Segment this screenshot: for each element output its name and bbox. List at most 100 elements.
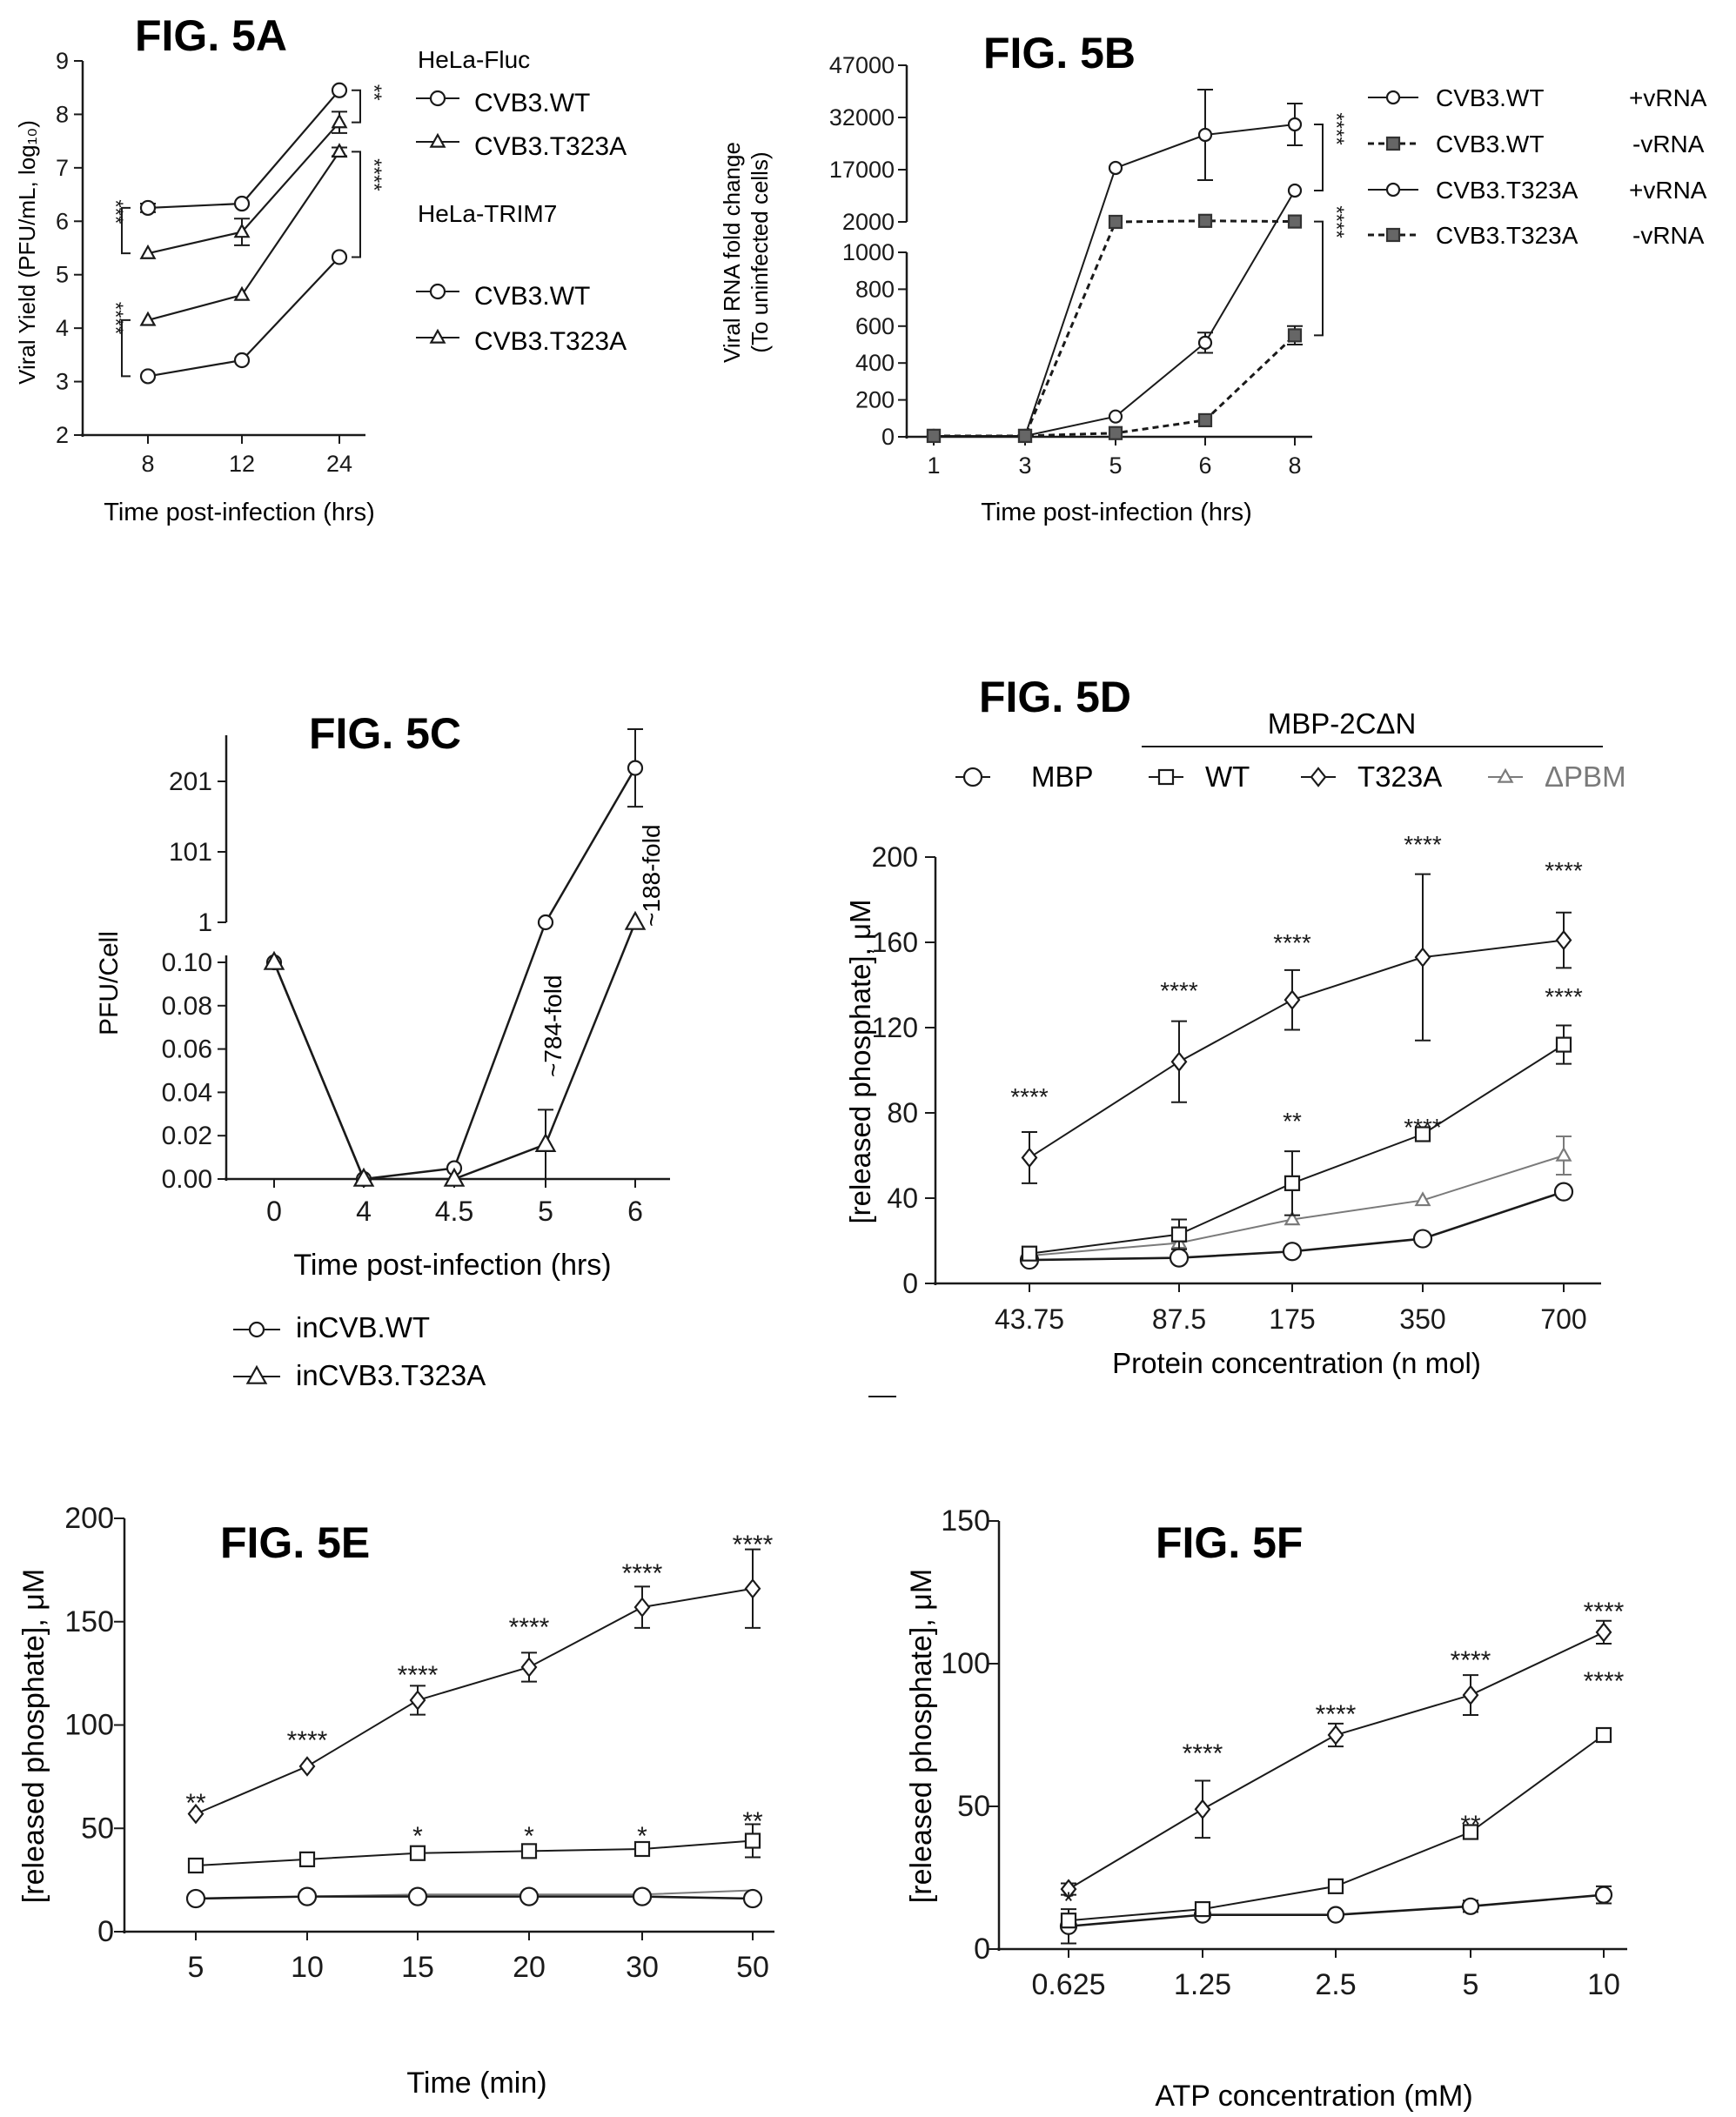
fig-5f-ylabel: [released phosphate], μM [905,1569,938,1903]
fig-5a-xlabel: Time post-infection (hrs) [104,499,375,526]
fig-5a-legend-label-fluc-wt: CVB3.WT [474,89,590,117]
fig-5f-point-0-3 [1461,1897,1480,1915]
fig-5f-xtick-label-2: 2.5 [1315,1968,1356,2001]
fig-5a-legend-group-trim7: HeLa-TRIM7 [418,200,557,227]
fig-5b-ytick-lo-label-2: 400 [855,350,895,376]
fig-5e-ytick-label-1: 50 [81,1812,114,1845]
fig-5f-sig-5: ** [1460,1811,1481,1839]
fig-5e-sig-3: **** [509,1613,550,1642]
fig-5b-ytick-up-label-3: 47000 [829,52,895,78]
fig-5b-ylabel2: (To uninfected cells) [747,151,773,352]
fig-5f-point-2-1 [1194,1799,1211,1820]
fig-5b-point-1-4 [1287,214,1303,229]
fig-5c-xtick-label-3: 5 [538,1196,553,1227]
fig-5a-bracket-24-bottom [352,151,361,258]
fig-5f-ytick-label-0: 0 [974,1933,990,1966]
fig-5e-sig-6: * [412,1822,423,1851]
fig-5c-xtick-label-4: 6 [627,1196,643,1227]
fig-5c-annotation-784: ~784-fold [540,975,566,1077]
fig-5d-ylabel: [released phosphate], μM [844,899,876,1223]
fig-5d-point-2-0 [1021,1147,1038,1169]
fig-5d-xtick-label-3: 350 [1399,1303,1445,1335]
fig-5d-point-1-1 [1170,1226,1188,1243]
fig-5e-xtick-label-1: 10 [291,1951,324,1984]
fig-5c-point-0-4 [627,760,644,776]
fig-5b-point-3-4 [1287,328,1303,343]
fig-5b-ytick-up-label-2: 32000 [829,104,895,131]
fig-5d-sig-6: **** [1404,1114,1442,1141]
fig-5e-line-2 [195,1587,754,1815]
fig-5f-ytick-label-2: 100 [941,1647,990,1680]
fig-5b-ytick-up-label-0: 2000 [842,209,895,235]
fig-5b-bracket-bottom [1314,220,1324,337]
fig-5d-point-1-0 [1021,1245,1038,1262]
fig-5e-xtick-label-5: 50 [736,1951,769,1984]
fig-5d-xtick-label-2: 175 [1269,1303,1315,1335]
fig-5b-xtick-label-3: 6 [1198,452,1211,479]
fig-5a-ytick-label-1: 3 [56,369,69,395]
fig-5f-point-0-4 [1594,1886,1613,1904]
fig-5d-xtick-label-1: 87.5 [1152,1303,1206,1335]
fig-5d-point-2-1 [1170,1051,1188,1072]
fig-5e-point-1-4 [633,1840,651,1858]
fig-5d-legend-label-dpbm: ΔPBM [1545,760,1626,793]
fig-5c-title: FIG. 5C [309,709,461,758]
fig-5d-point-3-2 [1284,1210,1301,1226]
fig-5a-legend-label-fluc-t323a: CVB3.T323A [474,132,627,161]
fig-5b-point-3-0 [926,428,942,444]
fig-5b-legend-tag-t323a-minus: -vRNA [1632,222,1705,249]
fig-5d-line-3 [1029,1155,1565,1257]
fig-5e-ytick-label-2: 100 [64,1709,114,1742]
fig-5a-sig-8-bottom: **** [104,302,127,334]
fig-5d-xlabel: Protein concentration (n mol) [1112,1347,1481,1379]
fig-5a-bracket-24-top [352,89,361,124]
fig-5c-ytick-lo-label-5: 0.10 [162,948,212,977]
fig-5b-ylabel: Viral RNA fold change [719,142,745,363]
fig-5c-xtick-label-0: 0 [266,1196,282,1227]
fig-5c-point-1-0 [263,950,285,970]
fig-5a-point-1-1 [233,223,251,238]
fig-5c-ytick-up-label-0: 1 [198,908,212,937]
fig-5a-point-0-2 [331,82,348,98]
fig-5d-title: FIG. 5D [979,673,1131,721]
fig-5a-ytick-label-3: 5 [56,262,69,288]
fig-5b-legend-symbol-1 [1385,136,1401,151]
fig-5e-ylabel: [released phosphate], μM [17,1569,50,1903]
fig-5e-point-0-4 [632,1886,653,1906]
fig-5e-point-0-2 [407,1886,428,1906]
fig-5b-sig-bottom: **** [1324,205,1348,238]
fig-5b-ytick-up-label-1: 17000 [829,157,895,183]
fig-5c-ytick-lo-label-3: 0.06 [162,1035,212,1064]
fig-5e-point-0-5 [742,1888,763,1909]
fig-5f-point-2-4 [1595,1622,1612,1643]
fig-5d-point-3-4 [1555,1146,1572,1162]
fig-5a-legend-group-fluc: HeLa-Fluc [418,46,530,73]
fig-5c-ytick-up-label-1: 101 [169,838,212,867]
fig-5a-bracket-8-top [121,206,131,255]
fig-5b-legend-label-wt-minus: CVB3.WT [1436,131,1544,157]
fig-5d-point-1-3 [1414,1126,1431,1142]
fig-5b-ytick-lo-label-5: 1000 [842,239,895,265]
fig-5f-xtick-label-4: 10 [1587,1968,1620,2001]
fig-5f-xtick-label-0: 0.625 [1031,1968,1105,2001]
fig-5f-title: FIG. 5F [1156,1518,1303,1567]
fig-5d-point-0-1 [1169,1248,1190,1268]
fig-5b-xtick-label-1: 3 [1018,452,1031,479]
fig-5c-ylabel: PFU/Cell [95,931,124,1035]
fig-5b-title: FIG. 5B [983,29,1136,77]
fig-5e-title: FIG. 5E [220,1518,370,1567]
fig-5e-point-2-3 [520,1657,538,1678]
fig-5e-point-1-0 [187,1857,204,1874]
fig-5f-point-1-1 [1194,1900,1211,1918]
fig-5e-point-2-0 [187,1803,204,1825]
fig-5b-point-2-4 [1287,183,1303,198]
fig-5e-point-1-2 [409,1845,426,1861]
fig-5e-point-2-4 [633,1597,651,1618]
fig-5f-point-1-3 [1462,1824,1479,1840]
fig-5c-xtick-label-2: 4.5 [435,1196,473,1227]
fig-5c-xtick-label-1: 4 [356,1196,372,1227]
fig-5d-sig-5: ** [1283,1108,1302,1135]
fig-5d-ytick-label-1: 40 [887,1182,918,1214]
fig-5a-ytick-label-7: 9 [56,48,69,74]
fig-5e-sig-0: ** [185,1789,206,1818]
